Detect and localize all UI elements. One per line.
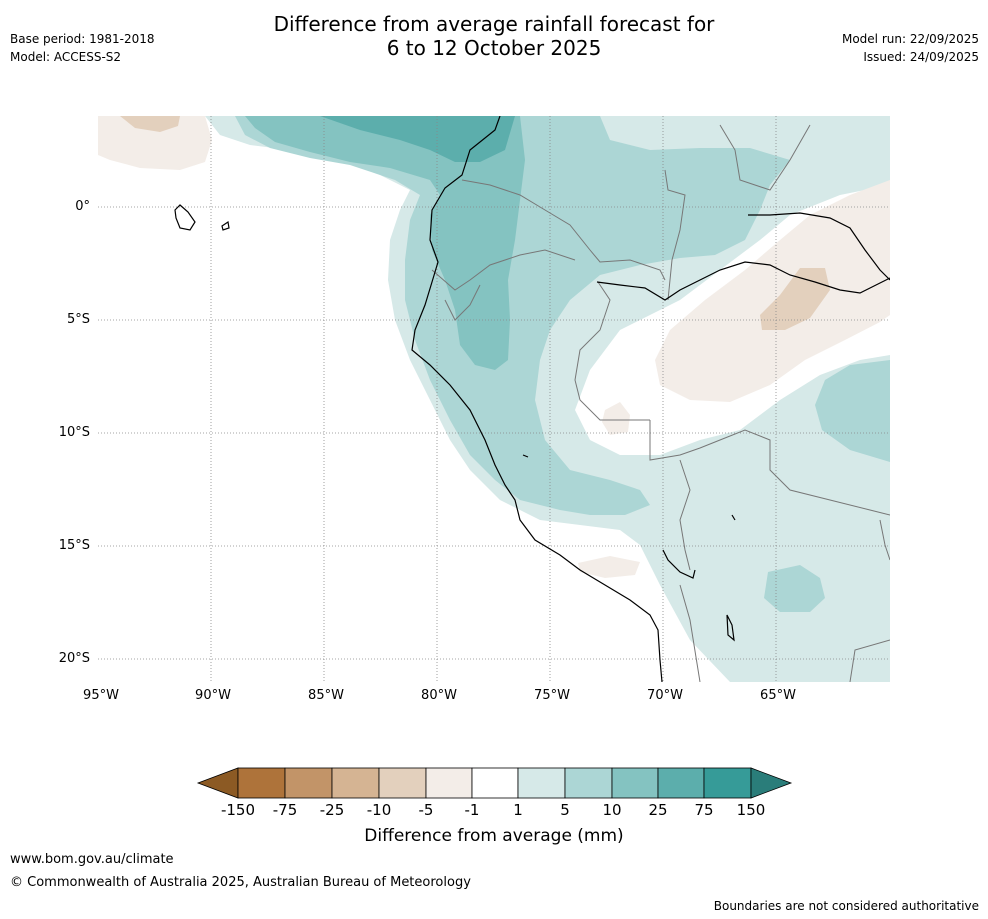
anomaly-dry-northwest-inner [120,116,180,132]
anomaly-5-10-east [815,360,890,462]
colorbar-tick: 150 [736,801,766,819]
colorbar-tick: 10 [602,801,622,819]
country-borders [431,124,890,682]
anomaly-25-75 [320,116,515,162]
lon-label-85w: 85°W [308,688,344,703]
colorbar-tick: -150 [220,801,256,819]
anomaly-dry-brazil-inner [760,268,830,330]
anomaly-dry-pacific [578,556,640,578]
colorbar-swatch [378,767,427,799]
lon-label-95w: 95°W [83,688,119,703]
colorbar-swatch [284,767,333,799]
colorbar-tick: -10 [366,801,392,819]
anomaly-1-5-north [205,116,890,682]
lon-label-65w: 65°W [760,688,796,703]
copyright: © Commonwealth of Australia 2025, Austra… [10,875,471,890]
anomaly-10-25 [245,116,525,370]
colorbar-swatch [471,767,519,799]
colorbar-tick: -1 [464,801,480,819]
lon-label-75w: 75°W [534,688,570,703]
lat-label-10s: 10°S [58,425,90,440]
lon-label-70w: 70°W [647,688,683,703]
lat-label-15s: 15°S [58,538,90,553]
colorbar-extend-high [750,767,793,799]
colorbar-tick: 5 [560,801,570,819]
colorbar-swatch [425,767,473,799]
model-run: Model run: 22/09/2025 [841,32,979,46]
colorbar-tick: 75 [694,801,714,819]
issued-date: Issued: 24/09/2025 [863,50,979,64]
lat-label-0: 0° [75,199,90,214]
lon-label-80w: 80°W [421,688,457,703]
title-line-1: Difference from average rainfall forecas… [273,12,715,36]
anomaly-5-10-south [764,565,825,612]
colorbar-tick: -75 [272,801,298,819]
title-line-2: 6 to 12 October 2025 [386,36,602,60]
anomaly-dry-peru [602,402,630,435]
coastline [174,116,890,682]
colorbar-tick: -5 [418,801,434,819]
colorbar-swatch [564,767,613,799]
colorbar-swatch [331,767,380,799]
disclaimer: Boundaries are not considered authoritat… [713,899,979,913]
colorbar-swatch [517,767,566,799]
colorbar-swatch [703,767,752,799]
meta-left: Base period: 1981-2018 Model: ACCESS-S2 [10,30,155,66]
meta-right: Model run: 22/09/2025 Issued: 24/09/2025 [842,30,979,66]
lat-label-5s: 5°S [66,312,90,327]
colorbar-tick: 25 [648,801,668,819]
graticule [98,116,890,682]
colorbar-tick: -25 [319,801,345,819]
colorbar-label: Difference from average (mm) [364,826,624,846]
colorbar [196,767,793,799]
model-name: Model: ACCESS-S2 [10,50,122,64]
map-title: Difference from average rainfall forecas… [0,12,988,60]
anomaly-dry-northwest [98,116,212,170]
colorbar-tick: 1 [513,801,523,819]
base-period: Base period: 1981-2018 [10,32,155,46]
colorbar-swatch [611,767,659,799]
anomaly-dry-brazil [655,180,890,402]
lon-label-90w: 90°W [195,688,231,703]
colorbar-extend-low [196,767,239,799]
colorbar-swatch [657,767,705,799]
lat-label-20s: 20°S [58,651,90,666]
anomaly-5-10-main [235,116,790,515]
colorbar-swatch [237,767,286,799]
website-link[interactable]: www.bom.gov.au/climate [10,852,174,867]
